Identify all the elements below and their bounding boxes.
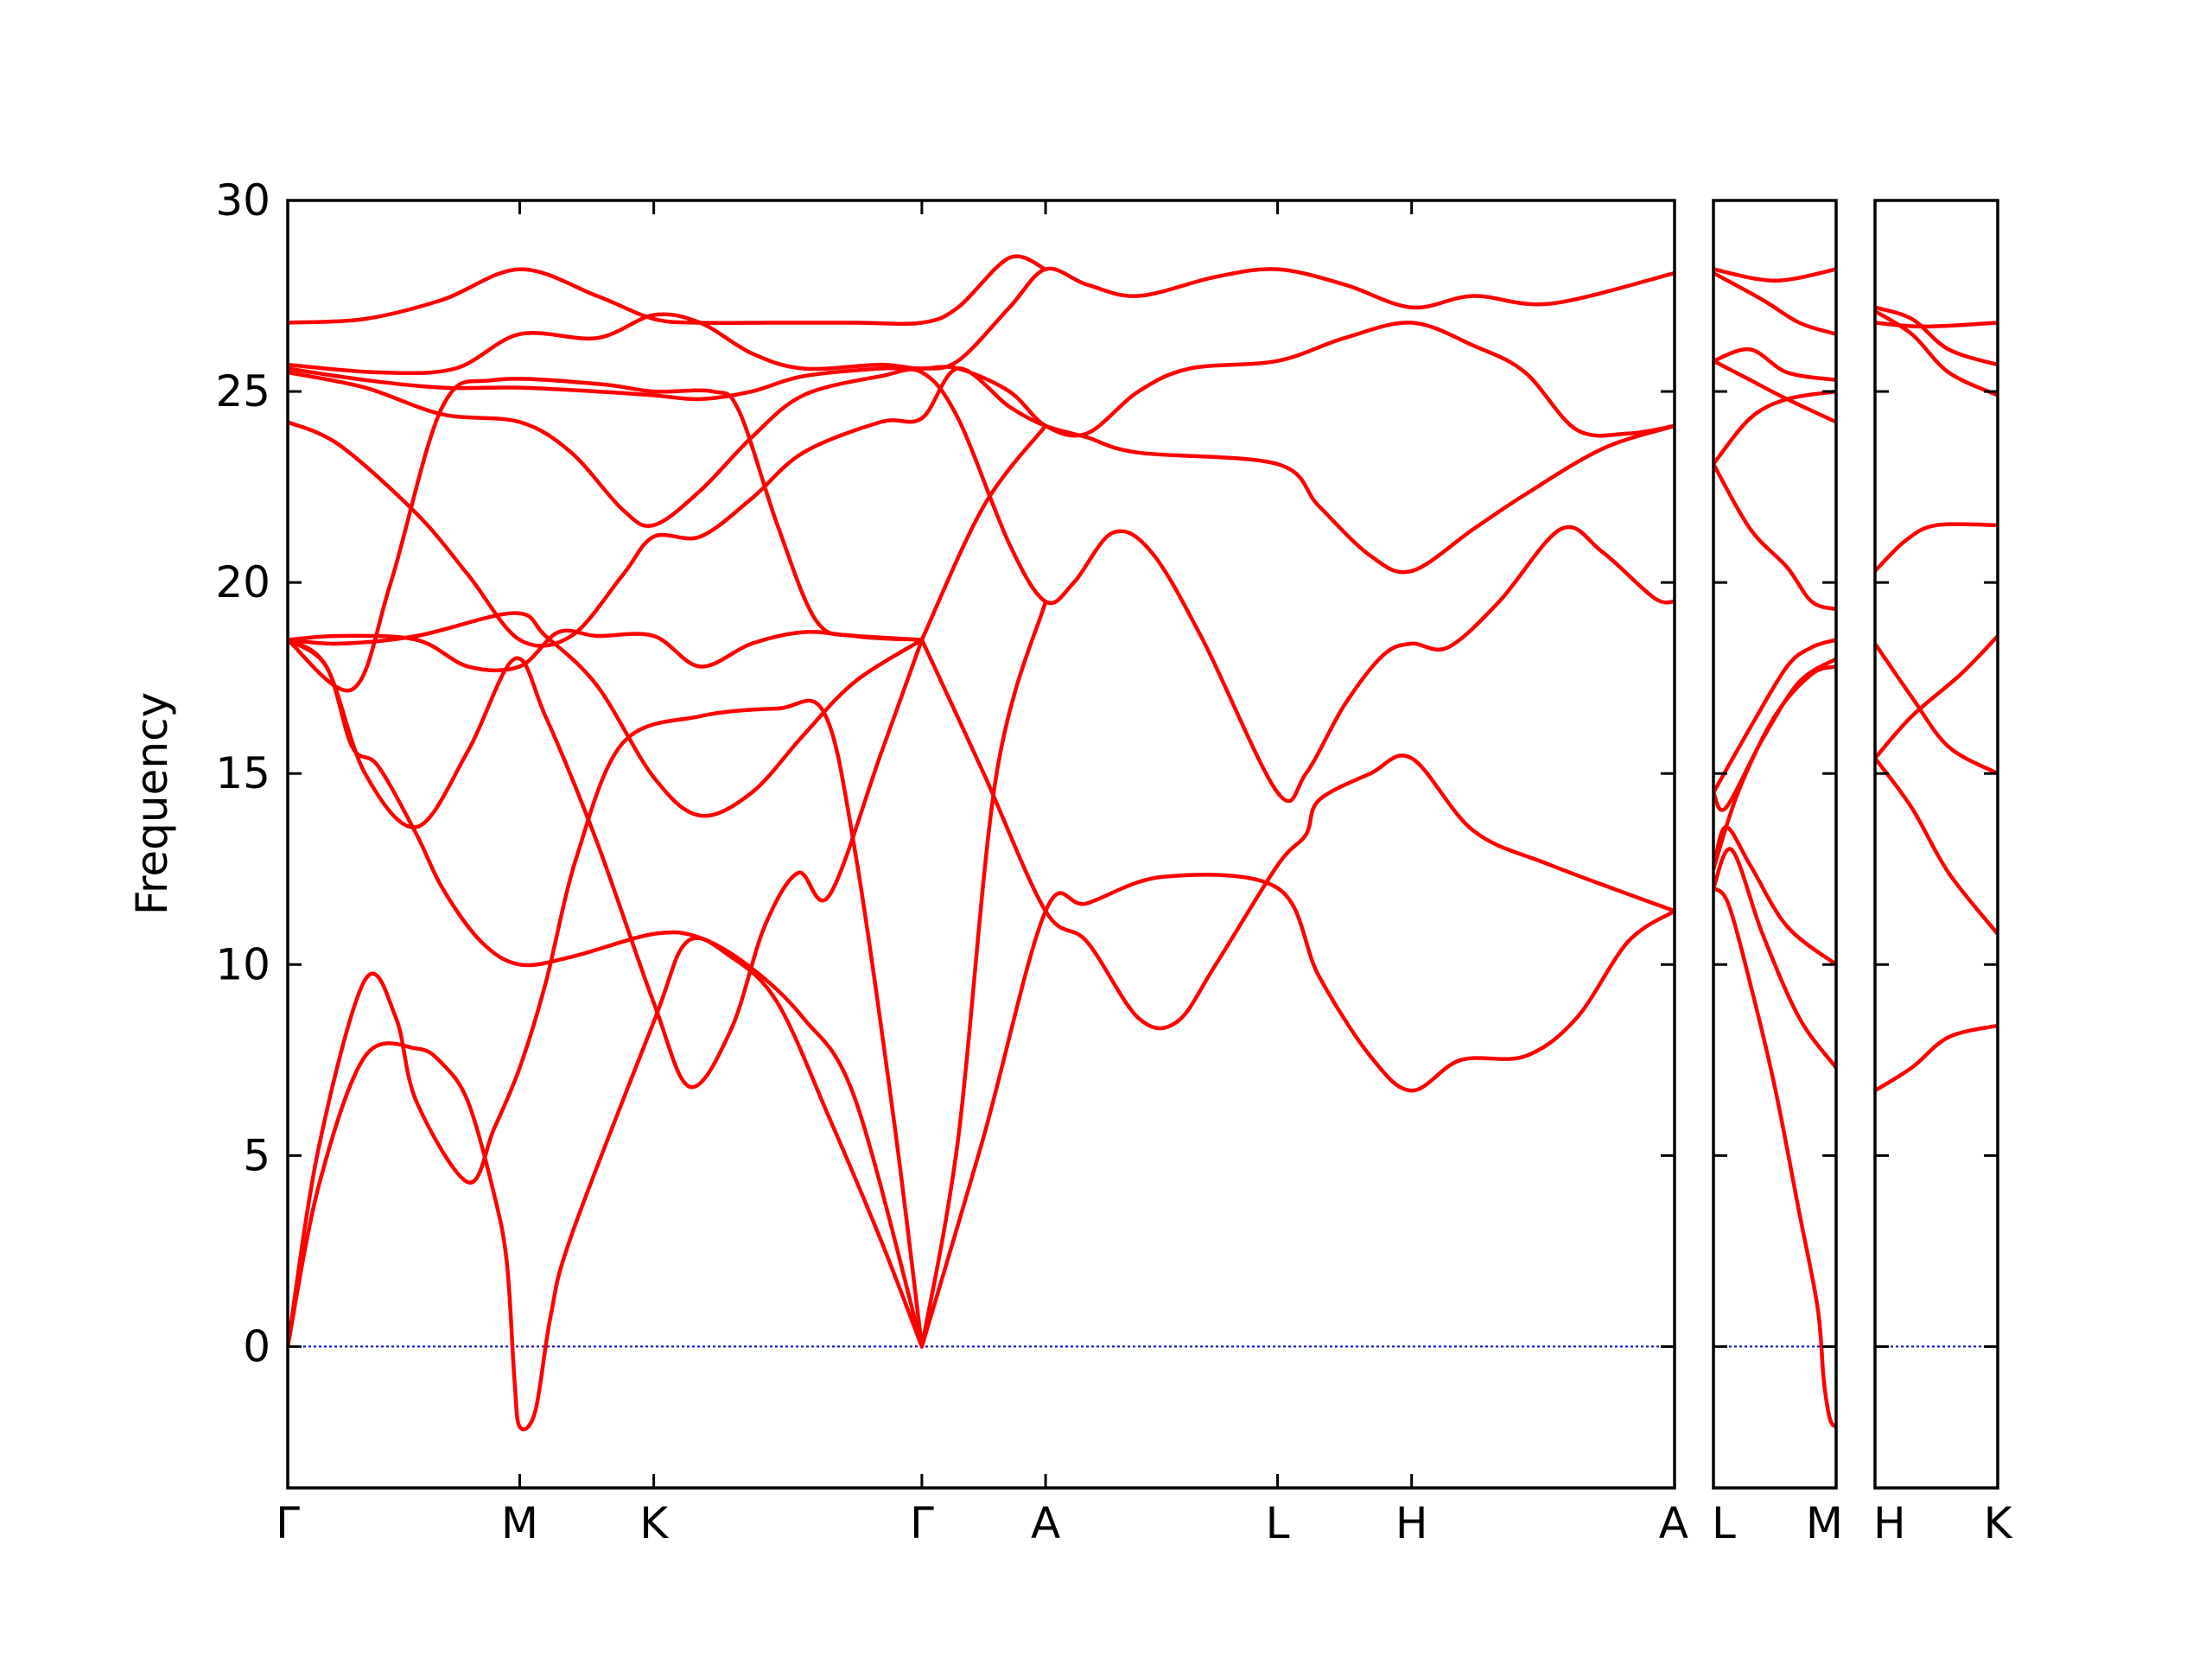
band-line: [288, 936, 925, 1432]
y-tick-label: 0: [243, 1321, 270, 1371]
band-line: [1875, 522, 1998, 574]
band-line: [1713, 461, 1836, 612]
y-tick-label: 30: [215, 175, 270, 226]
bands: [288, 254, 1675, 1432]
band-line: [1875, 633, 1998, 760]
plot-frame: [1873, 199, 1999, 1490]
x-tick-label: Γ: [276, 1498, 300, 1548]
band-line: [1875, 1023, 1998, 1093]
band-line: [1713, 347, 1836, 383]
band-line: [1875, 641, 1998, 776]
band-line: [1713, 359, 1836, 424]
band-line: [1875, 305, 1998, 367]
band-line: [288, 321, 1675, 438]
band-line: [1713, 270, 1836, 336]
band-line: [1713, 389, 1836, 467]
band-line: [1713, 886, 1836, 1429]
band-line: [1875, 756, 1998, 937]
band-line: [1713, 824, 1836, 967]
band-line: [1875, 308, 1998, 397]
x-tick-label: K: [639, 1498, 669, 1548]
plot-frame: [1712, 199, 1838, 1490]
x-tick-label: K: [1984, 1498, 2013, 1548]
x-tick-label: M: [1806, 1498, 1843, 1548]
x-tick-label: Γ: [910, 1498, 934, 1548]
x-tick-label: A: [1659, 1498, 1688, 1548]
band-line: [288, 638, 925, 1090]
band-line: [919, 638, 1675, 1031]
band-line: [1713, 638, 1836, 795]
bands: [1713, 267, 1836, 1429]
y-tick-label: 5: [243, 1130, 270, 1180]
x-tick-label: L: [1266, 1498, 1290, 1548]
x-tick-label: H: [1395, 1498, 1428, 1548]
y-axis-label: Frequency: [127, 692, 177, 915]
x-tick-label: L: [1712, 1498, 1736, 1548]
band-line: [288, 628, 925, 673]
band-line: [1713, 267, 1836, 283]
y-tick-label: 10: [215, 939, 270, 989]
y-tick-label: 20: [215, 557, 270, 607]
band-line: [288, 698, 925, 1349]
band-line: [288, 638, 925, 1349]
band-line: [288, 611, 925, 818]
band-line: [1875, 321, 1998, 329]
plot-frame: [286, 199, 1676, 1490]
band-line: [288, 254, 1048, 327]
band-line: [288, 266, 1675, 376]
x-tick-label: A: [1031, 1498, 1060, 1548]
band-line: [288, 377, 925, 693]
band-line: [1713, 657, 1836, 812]
bands: [1875, 305, 1998, 1093]
band-line: [919, 599, 1048, 1349]
x-tick-label: H: [1873, 1498, 1906, 1548]
band-line: [288, 366, 1675, 648]
y-tick-label: 25: [215, 366, 270, 416]
band-line: [919, 423, 1048, 642]
band-line: [288, 367, 1675, 804]
band-line: [1713, 664, 1836, 871]
band-line: [1713, 847, 1836, 1070]
y-tick-label: 15: [215, 748, 270, 798]
band-line: [919, 873, 1675, 1349]
panel-1: 0 5 10 15 20 25 30 Γ M K Γ A L H A: [215, 175, 1688, 1548]
x-tick-label: M: [501, 1498, 538, 1548]
